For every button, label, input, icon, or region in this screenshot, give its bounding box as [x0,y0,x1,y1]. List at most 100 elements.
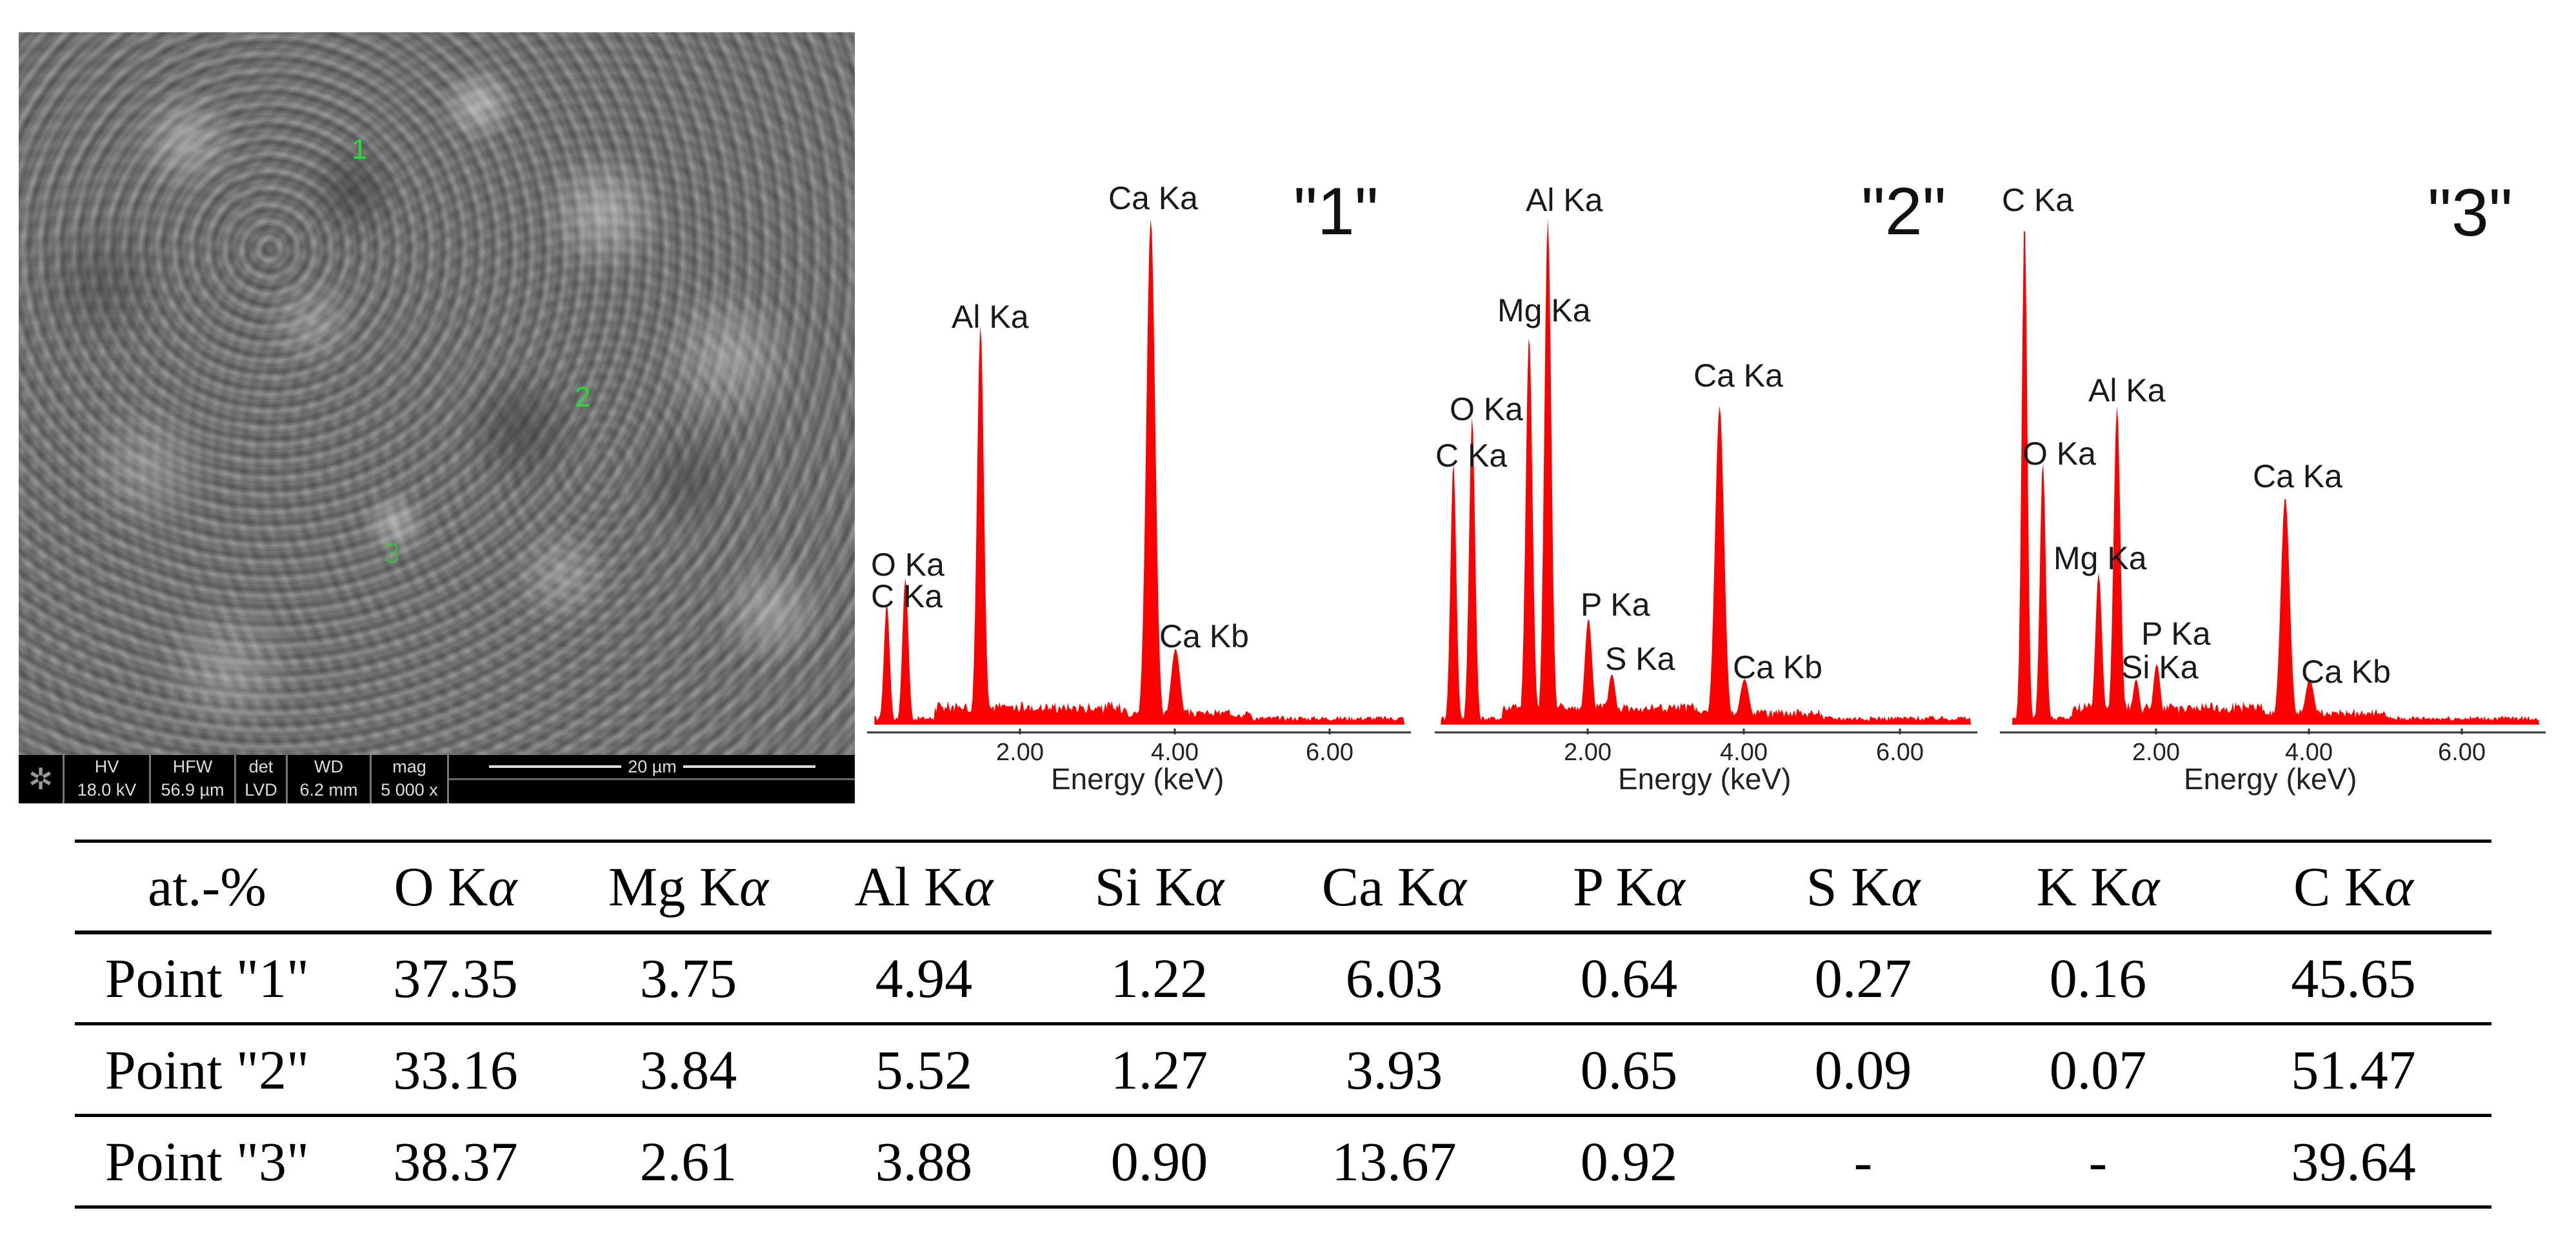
x-axis-title: Energy (keV) [1051,762,1224,796]
eds-composition-table: at.-% O Kα Mg Kα Al Kα Si Kα Ca Kα P Kα … [75,840,2491,1209]
alpha-symbol: α [1655,855,1685,918]
x-tick-label: 6.00 [1306,739,1353,766]
peak-label: Ca Ka [1693,357,1783,394]
x-tick-label: 2.00 [996,739,1044,766]
table-cell: - [1853,1130,1873,1193]
peak-label: Ca Ka [1108,180,1198,216]
table-cell: 33.16 [393,1038,518,1101]
x-axis-title: Energy (keV) [2184,762,2357,796]
sem-info-wd-value: 6.2 mm [299,780,358,800]
x-axis-title: Energy (keV) [1618,762,1792,796]
peak-label: C Ka [871,578,943,614]
table-cell: 0.90 [1110,1130,1208,1193]
spectrum-plot [1435,218,1977,734]
table-cell: 0.16 [2049,947,2147,1009]
table-cell: 3.75 [639,947,737,1009]
table-cell: 37.35 [393,947,518,1009]
table-cell: 0.27 [1814,947,1912,1009]
eds-spectrum-1: 2.00 4.00 6.00 O Ka C Ka Al Ka Ca Ka Ca Kb "1" En… [864,161,1426,807]
table-cell: 45.65 [2291,947,2416,1009]
table-cell: 1.27 [1110,1038,1208,1101]
table-cell: 5.52 [875,1038,973,1101]
alpha-symbol: α [2384,855,2414,918]
table-row: Point "1" 37.35 3.75 4.94 1.22 6.03 0.64 0.27 0.… [75,932,2491,1024]
table-cell: 2.61 [639,1130,737,1193]
table-cell: 51.47 [2291,1038,2416,1101]
alpha-symbol: α [1891,855,1921,918]
alpha-symbol: α [1195,855,1224,918]
column-header-ca: Ca Kα [1276,841,1512,932]
spectrum-point-label: "3" [2428,176,2513,250]
peak-label: P Ka [2141,616,2211,652]
sem-info-hv-value: 18.0 kV [77,780,137,800]
sem-info-det: det LVD [236,755,288,803]
table-header-row: at.-% O Kα Mg Kα Al Kα Si Kα Ca Kα P Kα … [75,841,2491,932]
scale-divider [449,778,855,780]
table-body: Point "1" 37.35 3.75 4.94 1.22 6.03 0.64 0.27 0.… [75,932,2491,1207]
row-label: Point "3" [105,1130,310,1193]
column-header-mg-label: Mg Kα [608,855,769,918]
table-cell: 39.64 [2291,1130,2416,1193]
table-row: Point "2" 33.16 3.84 5.52 1.27 3.93 0.65 0.09 0.… [75,1024,2491,1116]
peak-label: Mg Ka [2053,540,2147,576]
column-header-c-label: C Kα [2293,855,2414,918]
peak-label: Si Ka [2121,649,2199,685]
table-row: Point "3" 38.37 2.61 3.88 0.90 13.67 0.92 - - 39.… [75,1116,2491,1207]
table-cell: - [2088,1130,2108,1193]
spectrum-area [874,219,1404,725]
peak-label: C Ka [2002,182,2074,218]
column-header-al-label: Al Kα [854,855,993,918]
sem-info-hfw: HFW 56.9 µm [151,755,236,803]
sem-info-det-header: det [248,757,274,776]
x-tick-label: 4.00 [1720,739,1768,766]
table-cell: 6.03 [1345,947,1443,1009]
sem-scale-section: 20 µm [449,755,855,803]
spectrum-plot [867,219,1411,734]
peak-label: O Ka [871,547,944,583]
table-cell: 0.65 [1580,1038,1678,1101]
peak-label: S Ka [1605,641,1675,677]
sem-info-hv: HV 18.0 kV [65,755,151,803]
sem-info-det-value: LVD [245,780,277,800]
column-header-at-percent: at.-% [148,855,266,918]
sem-info-wd-header: WD [314,757,343,776]
sem-info-mag-value: 5 000 x [381,780,438,800]
column-header-c: C Kα [2215,841,2491,932]
column-header-s-label: S Kα [1806,855,1921,918]
column-header-s: S Kα [1746,841,1981,932]
scale-bar-label: 20 µm [628,757,677,776]
sem-surface-texture [19,32,855,755]
peak-label: Al Ka [1526,182,1603,218]
peak-label: P Ka [1581,587,1650,623]
table-cell: 0.64 [1580,947,1678,1009]
peak-label: Al Ka [2088,372,2166,408]
x-tick-label: 4.00 [1151,739,1199,766]
table-cell: 0.92 [1580,1130,1678,1193]
sem-micrograph: 1 2 3 ✲ HV 18.0 kV HFW 56.9 µm det LVD W… [19,32,855,803]
peak-label: O Ka [1450,391,1523,427]
table-cell: 1.22 [1110,947,1208,1009]
column-header-si-label: Si Kα [1094,855,1224,918]
table-cell: 13.67 [1332,1130,1457,1193]
column-header-k: K Kα [1981,841,2215,932]
alpha-symbol: α [739,855,769,918]
peak-label: Mg Ka [1497,292,1591,328]
sem-info-hfw-header: HFW [172,757,213,776]
row-label: Point "2" [105,1038,310,1101]
table-cell: 3.93 [1345,1038,1443,1101]
x-tick-label: 2.00 [2132,739,2180,766]
x-tick-label: 4.00 [2285,739,2333,766]
table-cell: 4.94 [875,947,973,1009]
alpha-symbol: α [2130,855,2160,918]
sem-info-mag: mag 5 000 x [372,755,449,803]
sem-info-hv-header: HV [94,757,119,776]
x-tick-label: 6.00 [2438,739,2486,766]
scale-bar-line-right [683,765,815,768]
peak-label: Ca Ka [2253,458,2342,494]
spectrum-area [1441,218,1971,725]
fei-logo-icon: ✲ [19,755,65,803]
column-header-al: Al Kα [805,841,1043,932]
alpha-symbol: α [1437,855,1467,918]
column-header-si: Si Kα [1043,841,1276,932]
column-header-p: P Kα [1512,841,1746,932]
